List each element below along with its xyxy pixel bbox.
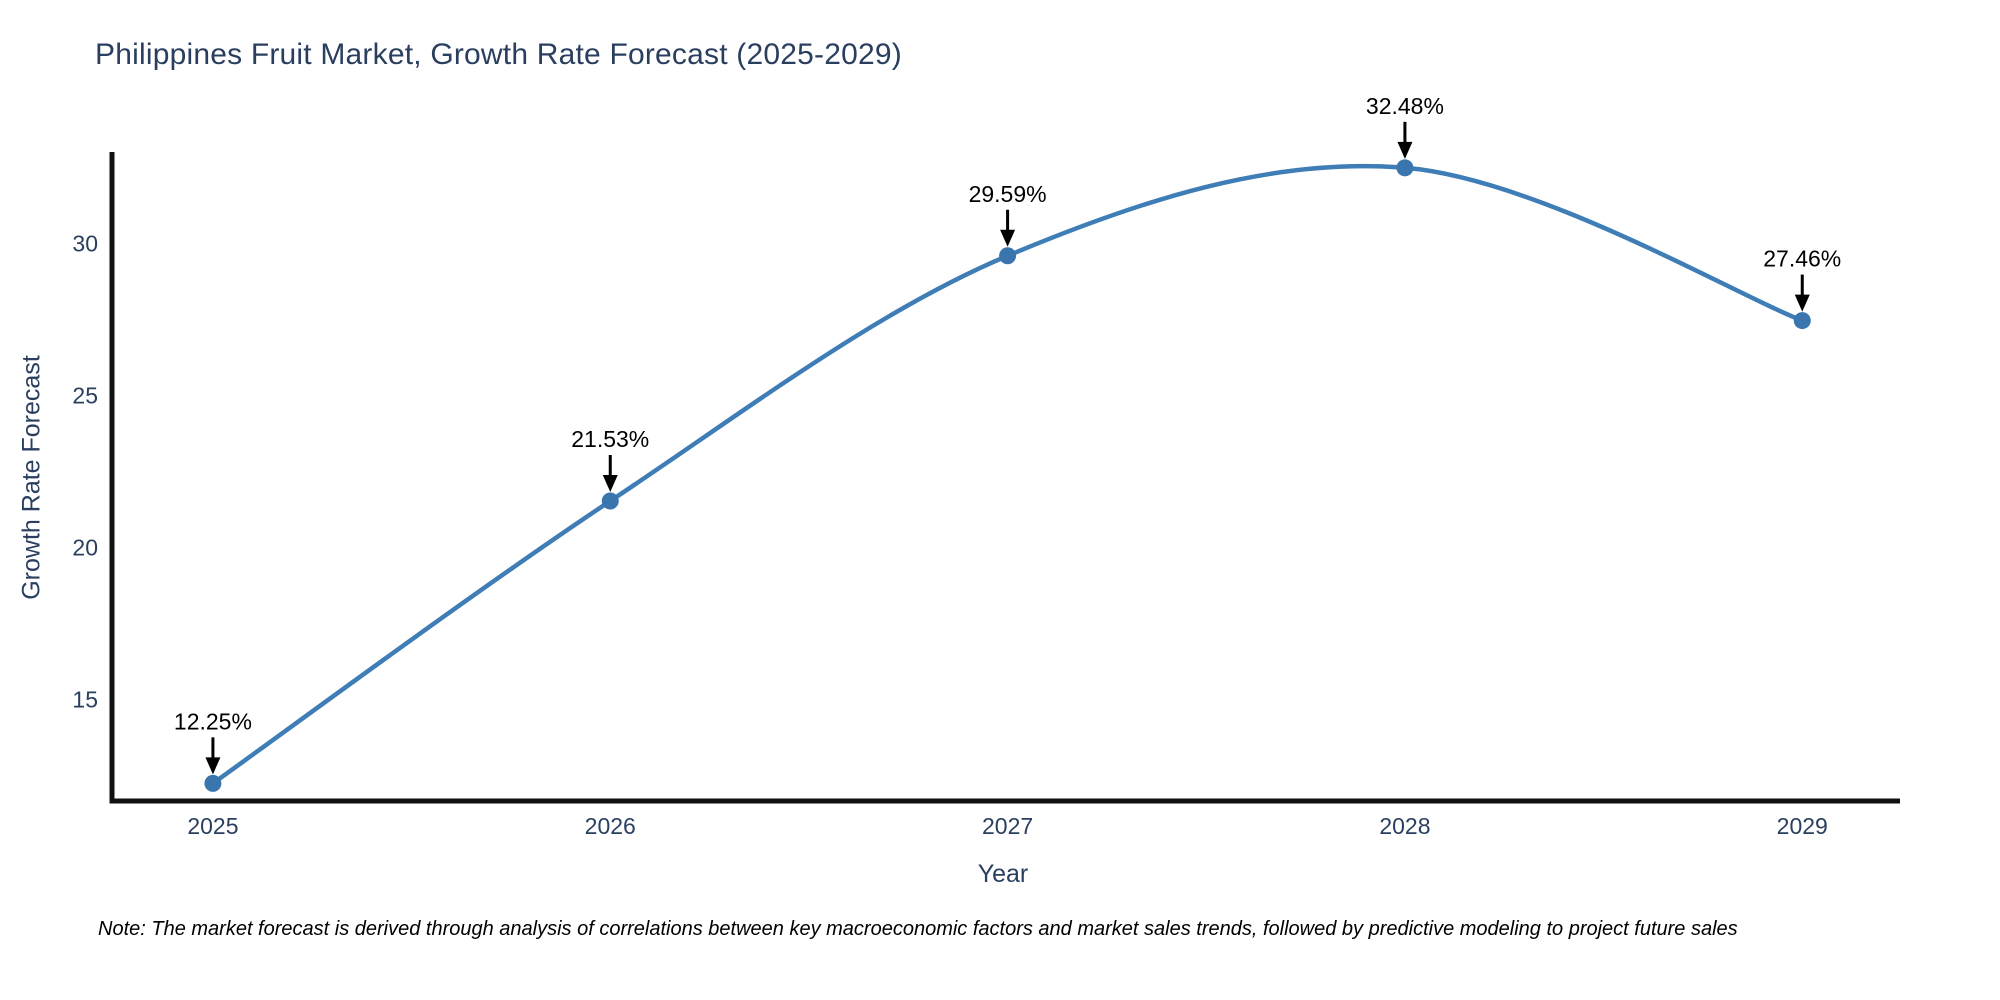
x-tick-label: 2027 xyxy=(982,813,1033,839)
data-point-marker xyxy=(601,492,619,510)
y-tick-label: 20 xyxy=(72,535,98,561)
x-tick-label: 2026 xyxy=(585,813,636,839)
data-point-label: 12.25% xyxy=(174,708,252,734)
data-point-label: 29.59% xyxy=(969,181,1047,207)
annotation-arrow-head xyxy=(205,757,221,775)
x-tick-label: 2029 xyxy=(1777,813,1828,839)
data-point-marker xyxy=(1793,312,1811,330)
data-point-marker xyxy=(204,774,222,792)
x-tick-label: 2025 xyxy=(187,813,238,839)
data-point-marker xyxy=(999,247,1017,265)
chart-title: Philippines Fruit Market, Growth Rate Fo… xyxy=(95,38,902,71)
data-point-label: 21.53% xyxy=(571,426,649,452)
annotation-arrow-head xyxy=(1397,141,1413,159)
footnote: Note: The market forecast is derived thr… xyxy=(98,918,1738,940)
annotation-arrow-head xyxy=(1000,229,1016,247)
data-point-label: 27.46% xyxy=(1763,246,1841,272)
data-point-marker xyxy=(1396,159,1414,177)
x-tick-label: 2028 xyxy=(1379,813,1430,839)
y-tick-label: 30 xyxy=(72,230,98,256)
y-tick-label: 15 xyxy=(72,687,98,713)
annotation-arrow-head xyxy=(602,474,618,492)
x-axis-title: Year xyxy=(977,860,1029,888)
y-tick-label: 25 xyxy=(72,382,98,408)
annotation-arrow-head xyxy=(1794,294,1810,312)
forecast-line xyxy=(210,163,1805,786)
data-point-label: 32.48% xyxy=(1366,93,1444,119)
